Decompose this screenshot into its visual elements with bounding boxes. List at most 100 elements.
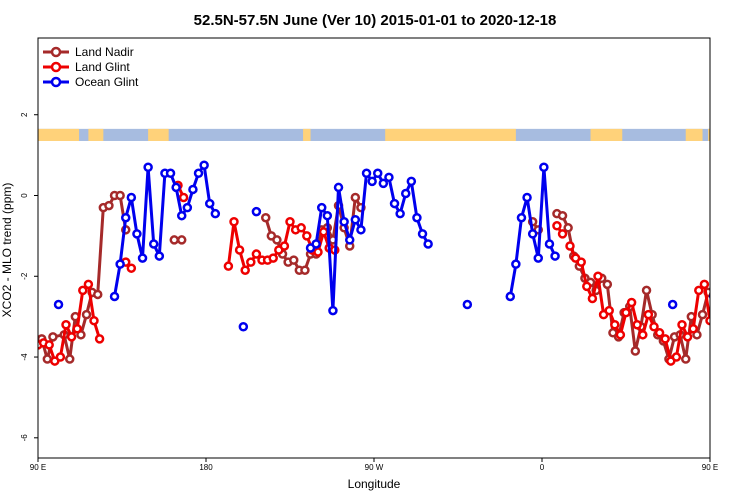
data-point-2-4-20 (417, 229, 428, 239)
data-point-1-5-21 (682, 332, 693, 342)
data-point-2-6-8 (550, 251, 560, 261)
data-point-1-5-3 (582, 281, 592, 292)
data-point-2-1-11 (171, 182, 181, 193)
data-point-1-5-12 (632, 319, 642, 330)
data-point-1-5-23 (694, 285, 704, 296)
data-point-2-1-6 (143, 162, 153, 172)
data-point-1-5-11 (626, 297, 637, 308)
data-point-2-1-7 (148, 239, 159, 249)
data-point-2-4-18 (406, 176, 417, 187)
data-point-1-5-7 (604, 305, 614, 316)
data-point-2-4-8 (350, 214, 361, 225)
data-point-1-3-14 (302, 231, 312, 241)
data-point-1-0-10 (89, 315, 99, 326)
data-point-2-6-5 (533, 253, 544, 263)
land-band-1 (88, 128, 104, 141)
data-point-2-4-5 (333, 182, 344, 193)
data-point-0-1-1 (176, 235, 187, 245)
data-point-2-3-0 (251, 206, 262, 217)
data-point-2-4-10 (361, 168, 372, 179)
y-tick-label-2: -2 (20, 272, 29, 280)
data-point-2-4-12 (372, 168, 383, 179)
data-point-2-1-15 (193, 168, 204, 179)
legend-marker-2 (50, 76, 62, 88)
data-point-1-0-9 (83, 279, 94, 290)
data-point-2-4-16 (395, 208, 405, 219)
data-point-2-1-3 (126, 192, 137, 203)
y-tick-label-3: -4 (20, 353, 29, 361)
data-point-2-4-13 (378, 178, 389, 189)
data-point-0-0-4 (64, 354, 75, 364)
data-point-2-6-3 (522, 192, 532, 203)
data-point-2-4-11 (367, 176, 377, 187)
data-point-1-5-22 (688, 324, 698, 334)
data-point-0-4-1 (557, 210, 568, 221)
x-tick-label-4: 90 E (702, 463, 718, 472)
land-band-7 (708, 128, 710, 141)
data-point-1-3-16 (313, 247, 323, 257)
data-point-0-2-0 (260, 212, 271, 223)
data-point-0-0-2 (48, 332, 58, 342)
data-point-1-3-3 (240, 265, 250, 275)
data-point-2-6-0 (505, 291, 516, 302)
data-point-1-5-5 (593, 271, 603, 282)
data-point-1-0-2 (44, 340, 54, 350)
data-point-1-0-7 (72, 324, 82, 334)
data-point-2-1-4 (132, 229, 142, 239)
data-point-0-2-5 (288, 255, 299, 265)
data-point-2-1-2 (120, 212, 131, 223)
y-tick-label-0: 2 (20, 112, 29, 117)
data-point-0-4-23 (680, 354, 691, 364)
data-point-1-3-17 (318, 227, 329, 237)
data-point-0-4-26 (697, 309, 708, 320)
data-point-2-4-3 (322, 210, 333, 221)
y-tick-label-4: -6 (20, 434, 29, 442)
data-point-1-3-8 (268, 253, 278, 263)
x-tick-label-1: 180 (199, 463, 213, 472)
data-point-1-3-0 (223, 261, 234, 271)
data-point-2-4-17 (400, 188, 411, 199)
data-point-2-1-5 (137, 253, 148, 263)
data-point-1-3-5 (251, 249, 262, 259)
data-point-2-6-6 (539, 162, 549, 172)
land-band-0 (38, 128, 80, 141)
data-point-1-5-14 (643, 309, 654, 320)
data-point-0-2-2 (272, 235, 282, 245)
data-point-1-1-1 (126, 263, 137, 273)
y-tick-label-1: 0 (20, 193, 29, 198)
data-point-2-4-21 (423, 239, 433, 249)
data-point-1-3-10 (279, 241, 290, 251)
series-land-glint (38, 180, 710, 366)
data-point-2-0-0 (53, 299, 64, 310)
data-point-1-0-11 (94, 334, 105, 344)
data-point-1-5-2 (576, 257, 586, 267)
x-axis-label: Longitude (348, 477, 401, 491)
data-point-0-4-14 (630, 346, 641, 356)
data-point-1-3-13 (296, 223, 306, 233)
data-point-0-0-7 (81, 309, 92, 320)
land-band-4 (385, 128, 516, 141)
x-tick-label-3: 0 (540, 463, 545, 472)
data-point-2-1-16 (199, 160, 209, 170)
data-point-0-0-13 (115, 190, 125, 201)
data-point-1-5-0 (565, 241, 575, 251)
data-point-2-4-14 (384, 172, 394, 183)
land-ocean-mask-band (38, 128, 710, 141)
data-point-1-3-2 (234, 245, 245, 255)
data-point-1-5-9 (615, 330, 626, 340)
data-point-2-1-14 (188, 184, 198, 195)
data-point-2-4-4 (328, 305, 338, 316)
data-point-1-5-20 (677, 319, 687, 330)
data-point-1-3-11 (285, 217, 295, 227)
data-point-1-3-1 (229, 217, 239, 227)
series-line-2-4 (309, 171, 430, 313)
data-point-0-0-1 (42, 354, 53, 364)
data-point-0-2-7 (300, 265, 310, 275)
data-point-2-6-7 (544, 239, 555, 249)
x-axis: 90 E 180 90 W 0 90 E (30, 458, 718, 472)
legend-marker-1 (50, 61, 62, 73)
data-point-0-4-9 (602, 279, 613, 290)
legend-label-2: Ocean Glint (75, 75, 139, 89)
data-point-2-5-0 (462, 299, 473, 310)
